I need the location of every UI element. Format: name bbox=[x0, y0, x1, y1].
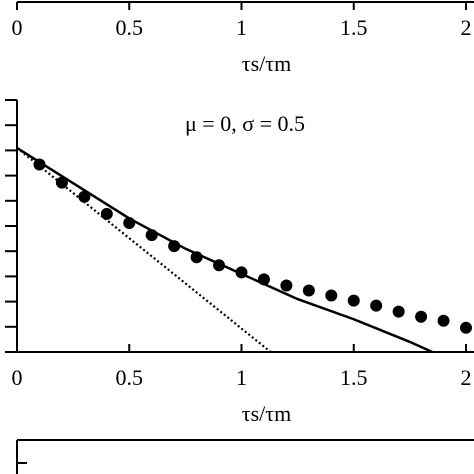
x-tick-label: 1 bbox=[236, 15, 247, 40]
x-tick-label: 1 bbox=[236, 365, 247, 390]
x-tick-label: 0 bbox=[12, 15, 23, 40]
x-tick-label: 2 bbox=[461, 365, 472, 390]
x-axis-label: τs/τm bbox=[242, 401, 291, 426]
x-tick-label: 1.5 bbox=[340, 365, 368, 390]
marker bbox=[145, 229, 158, 242]
marker bbox=[460, 321, 472, 334]
annotation: μ = 0, σ = 0.5 bbox=[185, 111, 305, 136]
x-tick-label: 0.5 bbox=[116, 365, 144, 390]
marker bbox=[168, 240, 181, 253]
marker bbox=[123, 216, 136, 229]
marker bbox=[392, 305, 405, 318]
x-tick-label: 0 bbox=[12, 365, 23, 390]
marker bbox=[325, 289, 338, 302]
x-axis-label: τs/τm bbox=[242, 51, 291, 76]
solid-line bbox=[16, 146, 433, 354]
x-tick-label: 0.5 bbox=[116, 15, 144, 40]
marker bbox=[257, 273, 270, 286]
marker bbox=[280, 279, 293, 292]
x-tick-label: 2 bbox=[461, 15, 472, 40]
marker bbox=[347, 294, 360, 307]
marker bbox=[55, 176, 68, 189]
marker bbox=[33, 158, 46, 171]
marker bbox=[437, 314, 450, 327]
marker bbox=[213, 259, 226, 272]
x-tick-label: 1.5 bbox=[340, 15, 368, 40]
marker bbox=[190, 251, 203, 264]
marker bbox=[100, 207, 113, 220]
dotted-line bbox=[16, 147, 272, 353]
marker bbox=[415, 310, 428, 323]
marker bbox=[370, 299, 383, 312]
marker bbox=[302, 284, 315, 297]
marker bbox=[78, 190, 91, 203]
marker bbox=[235, 266, 248, 279]
